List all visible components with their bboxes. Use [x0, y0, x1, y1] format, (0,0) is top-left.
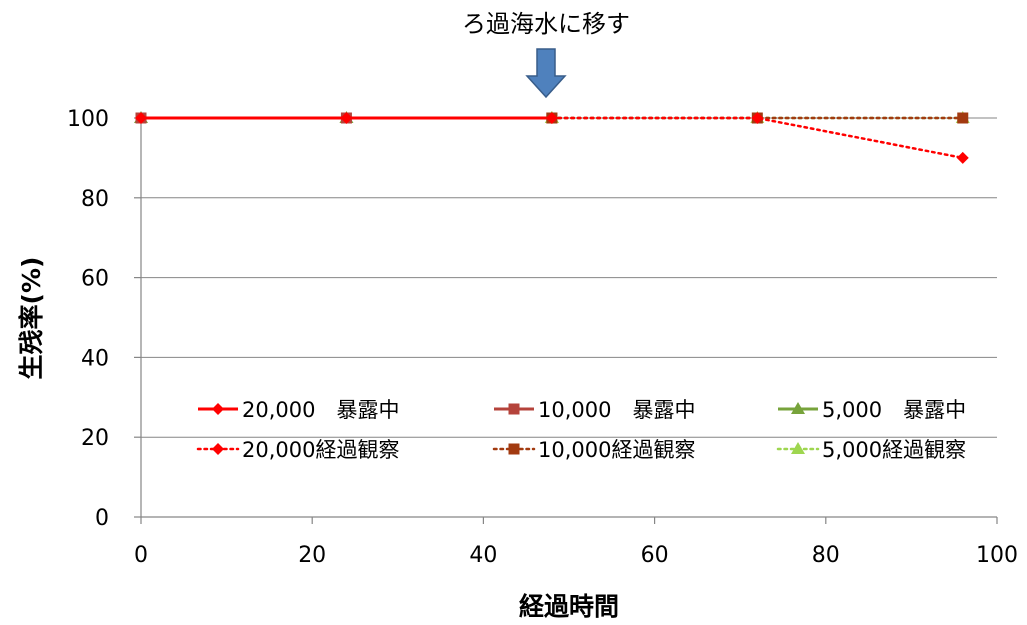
- x-tick-label: 60: [641, 543, 669, 568]
- x-tick-label: 0: [134, 543, 148, 568]
- data-point: [508, 443, 520, 455]
- data-point: [135, 112, 147, 124]
- legend-entry: 10,000経過観察: [492, 438, 695, 462]
- data-point: [751, 112, 764, 124]
- data-point: [340, 112, 353, 124]
- x-tick-label: 100: [976, 543, 1018, 568]
- data-point: [508, 403, 520, 415]
- series-line: [550, 116, 965, 160]
- down-arrow-icon: [525, 48, 567, 99]
- y-tick-label: 40: [81, 346, 109, 371]
- legend-entry: 20,000 暴露中: [198, 398, 399, 422]
- legend-label: 20,000経過観察: [242, 438, 399, 462]
- series-1: [135, 112, 558, 124]
- legend-label: 5,000経過観察: [822, 438, 966, 462]
- annotation: ろ過海水に移す: [462, 10, 630, 99]
- legend-entry: 5,000経過観察: [776, 438, 966, 462]
- x-axis-title: 経過時間: [519, 592, 619, 621]
- y-tick-label: 100: [67, 107, 109, 132]
- y-tick-label: 0: [95, 506, 109, 531]
- series-lines: [134, 111, 970, 164]
- series-4: [545, 112, 969, 164]
- legend: 20,000 暴露中 10,000 暴露中 5,000 暴露中 20,000経過観察 1…: [196, 398, 966, 462]
- x-tick-label: 40: [469, 543, 497, 568]
- legend-entry: 10,000 暴露中: [494, 398, 695, 422]
- data-point: [545, 112, 558, 124]
- legend-label: 10,000 暴露中: [538, 398, 695, 422]
- tick-labels: 0 20 40 60 80 100 0 20 40 60 80 100: [67, 107, 1018, 568]
- axes: [134, 117, 998, 524]
- data-point: [957, 112, 969, 124]
- x-tick-label: 20: [298, 543, 326, 568]
- x-tick-label: 80: [812, 543, 840, 568]
- legend-label: 10,000経過観察: [538, 438, 695, 462]
- y-tick-label: 80: [81, 187, 109, 212]
- data-point: [791, 442, 805, 454]
- data-point: [212, 443, 224, 455]
- y-tick-label: 20: [81, 426, 109, 451]
- data-point: [212, 403, 224, 415]
- legend-label: 20,000 暴露中: [242, 398, 399, 422]
- data-point: [791, 402, 805, 414]
- annotation-text: ろ過海水に移す: [462, 10, 630, 38]
- legend-label: 5,000 暴露中: [822, 398, 966, 422]
- gridlines: [141, 117, 997, 438]
- data-point: [956, 151, 969, 164]
- legend-entry: 5,000 暴露中: [778, 398, 966, 422]
- y-tick-label: 60: [81, 267, 109, 292]
- y-axis-title: 生残率(%): [17, 257, 46, 380]
- legend-entry: 20,000経過観察: [196, 438, 399, 462]
